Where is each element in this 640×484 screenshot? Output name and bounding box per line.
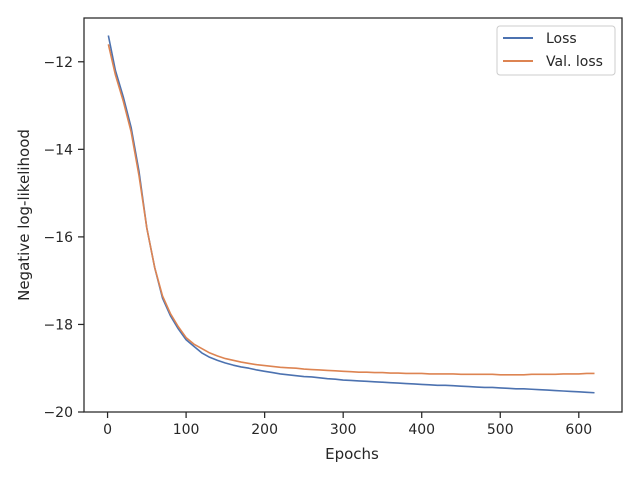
- x-tick-label: 0: [103, 422, 112, 438]
- x-tick-label: 500: [487, 422, 514, 438]
- series-line-val-loss: [107, 44, 595, 376]
- legend-label-loss: Loss: [546, 31, 577, 47]
- x-tick-label: 300: [330, 422, 357, 438]
- series-layer: [107, 35, 595, 394]
- y-tick-label: −18: [43, 317, 73, 333]
- axes-layer: 0 100 200 300 400 500 600 −20 −18 −16 −14 −12: [43, 17, 623, 438]
- series-line-loss: [107, 35, 595, 394]
- x-tick-label: 600: [565, 422, 592, 438]
- y-tick-label: −12: [43, 55, 73, 71]
- x-tick-label: 200: [251, 422, 278, 438]
- legend-label-val-loss: Val. loss: [546, 54, 603, 70]
- y-axis-label: Negative log-likelihood: [15, 129, 33, 301]
- x-tick-label: 400: [408, 422, 435, 438]
- legend: Loss Val. loss: [496, 25, 616, 76]
- y-tick-label: −20: [43, 405, 73, 421]
- x-tick-label: 100: [173, 422, 200, 438]
- y-tick-label: −16: [43, 230, 73, 246]
- x-axis-label: Epochs: [325, 445, 379, 463]
- y-tick-label: −14: [43, 142, 73, 158]
- plot-frame: [83, 17, 623, 413]
